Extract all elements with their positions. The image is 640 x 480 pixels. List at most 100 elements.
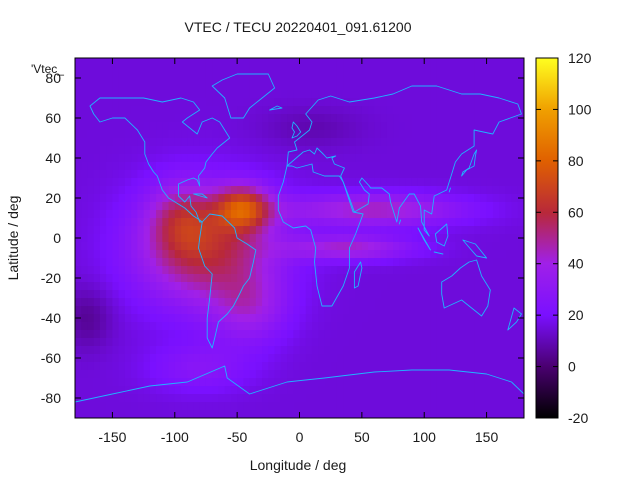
heatmap-cell xyxy=(181,402,188,411)
heatmap-cell xyxy=(249,162,257,171)
heatmap-cell xyxy=(368,306,375,315)
heatmap-cell xyxy=(187,298,195,307)
heatmap-cell xyxy=(168,106,176,115)
heatmap-cell xyxy=(143,386,151,395)
heatmap-cell xyxy=(399,170,407,179)
heatmap-cell xyxy=(118,218,126,227)
heatmap-cell xyxy=(336,234,344,243)
heatmap-cell xyxy=(205,146,213,155)
heatmap-cell xyxy=(243,274,251,283)
heatmap-cell xyxy=(393,266,400,275)
heatmap-cell xyxy=(230,242,238,251)
heatmap-cell xyxy=(330,274,338,283)
heatmap-cell xyxy=(517,178,524,187)
heatmap-cell xyxy=(336,218,344,227)
heatmap-cell xyxy=(287,298,294,307)
heatmap-cell xyxy=(293,186,301,195)
heatmap-cell xyxy=(467,250,475,259)
heatmap-cell xyxy=(255,114,263,123)
heatmap-cell xyxy=(168,122,176,131)
heatmap-cell xyxy=(449,306,457,315)
heatmap-cell xyxy=(187,402,195,411)
heatmap-cell xyxy=(93,378,101,387)
heatmap-cell xyxy=(187,146,195,155)
heatmap-cell xyxy=(499,346,506,355)
heatmap-cell xyxy=(168,90,176,99)
heatmap-cell xyxy=(193,258,201,267)
heatmap-cell xyxy=(81,242,89,251)
coastline xyxy=(434,223,449,247)
heatmap-cell xyxy=(149,178,157,187)
heatmap-cell xyxy=(399,194,407,203)
heatmap-cell xyxy=(218,234,226,243)
heatmap-cell xyxy=(393,394,400,403)
heatmap-cell xyxy=(474,202,481,211)
heatmap-cell xyxy=(355,210,363,219)
heatmap-cell xyxy=(455,346,463,355)
heatmap-cell xyxy=(505,186,513,195)
heatmap-cell xyxy=(205,194,213,203)
heatmap-cell xyxy=(131,170,138,179)
heatmap-cell xyxy=(93,306,101,315)
heatmap-cell xyxy=(330,226,338,235)
heatmap-cell xyxy=(411,330,419,339)
heatmap-cell xyxy=(143,154,151,163)
heatmap-cell xyxy=(417,122,425,131)
heatmap-cell xyxy=(349,122,357,131)
heatmap-cell xyxy=(243,394,251,403)
heatmap-cell xyxy=(486,82,494,91)
heatmap-cell xyxy=(330,402,338,411)
heatmap-cell xyxy=(480,210,488,219)
heatmap-cell xyxy=(131,234,138,243)
heatmap-cell xyxy=(237,82,244,91)
heatmap-cell xyxy=(511,98,519,107)
heatmap-cell xyxy=(193,170,201,179)
heatmap-cell xyxy=(449,410,457,418)
heatmap-cell xyxy=(318,210,326,219)
heatmap-cell xyxy=(137,154,145,163)
heatmap-cell xyxy=(336,386,344,395)
coastline xyxy=(441,259,491,317)
heatmap-cell xyxy=(262,370,269,379)
heatmap-cell xyxy=(474,122,481,131)
heatmap-cell xyxy=(417,146,425,155)
heatmap-cell xyxy=(262,170,269,179)
heatmap-cell xyxy=(112,402,120,411)
heatmap-cell xyxy=(311,378,319,387)
heatmap-cell xyxy=(99,90,107,99)
heatmap-cell xyxy=(467,402,475,411)
heatmap-cell xyxy=(106,274,114,283)
heatmap-cell xyxy=(143,242,151,251)
heatmap-cell xyxy=(137,74,145,83)
coastline xyxy=(211,73,276,119)
heatmap-cell xyxy=(374,98,382,107)
heatmap-cell xyxy=(99,298,107,307)
heatmap-cell xyxy=(349,194,357,203)
heatmap-cell xyxy=(474,82,481,91)
heatmap-cell xyxy=(112,130,120,139)
heatmap-cell xyxy=(124,250,132,259)
heatmap-cell xyxy=(162,74,170,83)
heatmap-cell xyxy=(124,162,132,171)
heatmap-cell xyxy=(436,250,444,259)
heatmap-cell xyxy=(293,346,301,355)
heatmap-cell xyxy=(411,170,419,179)
heatmap-cell xyxy=(455,234,463,243)
heatmap-cell xyxy=(149,130,157,139)
heatmap-cell xyxy=(417,162,425,171)
heatmap-cell xyxy=(336,242,344,251)
heatmap-cell xyxy=(505,234,513,243)
heatmap-cell xyxy=(99,378,107,387)
heatmap-cell xyxy=(181,178,188,187)
heatmap-cell xyxy=(224,186,232,195)
heatmap-cell xyxy=(318,402,326,411)
heatmap-cell xyxy=(93,290,101,299)
heatmap-cell xyxy=(131,266,138,275)
heatmap-cell xyxy=(374,186,382,195)
heatmap-cell xyxy=(486,330,494,339)
heatmap-cell xyxy=(318,370,326,379)
heatmap-cell xyxy=(442,330,450,339)
heatmap-cell xyxy=(124,98,132,107)
heatmap-cell xyxy=(336,354,344,363)
heatmap-cell xyxy=(361,154,369,163)
